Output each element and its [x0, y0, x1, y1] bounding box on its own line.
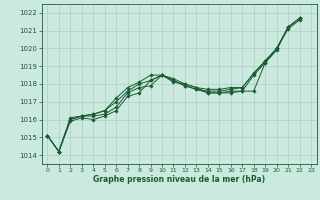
X-axis label: Graphe pression niveau de la mer (hPa): Graphe pression niveau de la mer (hPa)	[93, 175, 265, 184]
